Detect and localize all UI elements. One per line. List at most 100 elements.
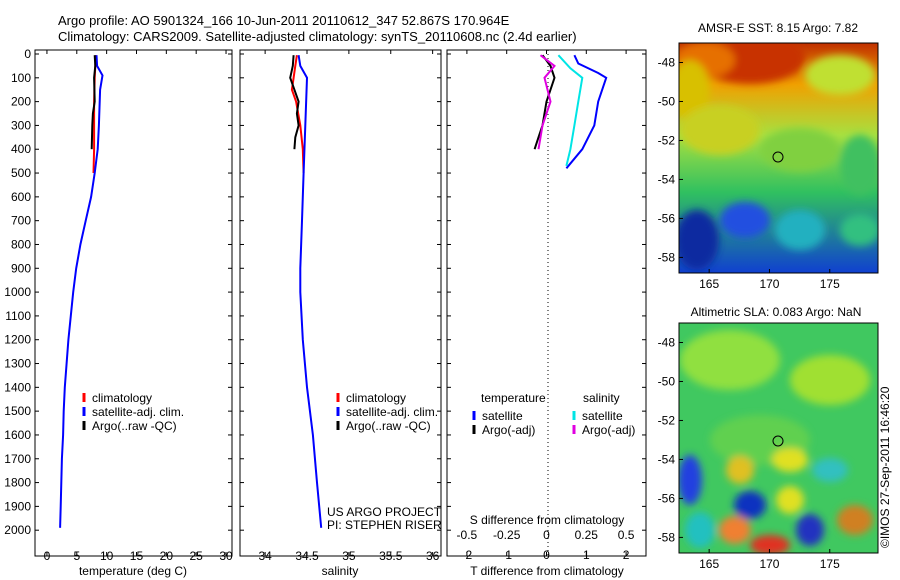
watermark: ©IMOS 27-Sep-2011 16:46:20 — [878, 386, 892, 548]
sst-field — [679, 43, 878, 273]
temperature-ytick-label: 900 — [11, 261, 31, 275]
temperature-legend-label: satellite-adj. clim. — [92, 405, 184, 419]
salinity-series-argo — [289, 55, 300, 150]
sst-ticks-ytick-label: -50 — [658, 94, 676, 108]
temperature-xtick-label: 10 — [100, 549, 114, 563]
temperature-ytick-label: 2000 — [4, 523, 31, 537]
salinity-difference-tick-label: -0.5 — [457, 528, 478, 542]
difference-legend: temperature salinitysatelliteArgo(-adj)sa… — [472, 391, 635, 437]
credit-line-1: US ARGO PROJECT — [327, 505, 442, 519]
legend-salinity-label: satellite — [582, 409, 623, 423]
salinity-series-climatology — [290, 55, 305, 174]
salinity-difference-tick-label: 0 — [543, 528, 550, 542]
salinity-legend-label: Argo(..raw -QC) — [346, 419, 431, 433]
sst-ticks-xtick-label: 165 — [699, 277, 719, 291]
salinity-panel: 34 34.5 35 35.5 36 salinity climatologysatel… — [239, 49, 442, 578]
temperature-ytick-label: 600 — [11, 190, 31, 204]
temperature-axes-box — [34, 49, 233, 557]
temperature-ticks: 0100200300400500600700800900100011001200… — [4, 47, 233, 563]
sla-ticks-xtick-label: 175 — [820, 557, 840, 571]
temperature-ytick-label: 100 — [11, 71, 31, 85]
sla-argo-marker — [772, 435, 784, 447]
temperature-ytick-label: 1000 — [4, 285, 31, 299]
temperature-xtick-label: 20 — [160, 549, 174, 563]
salinity-difference-tick-label: -0.25 — [493, 528, 521, 542]
difference-xtick-label: -2 — [462, 548, 473, 562]
difference-xtick-label: -1 — [501, 548, 512, 562]
temperature-ytick-label: 1900 — [4, 499, 31, 513]
difference-series-satellite — [565, 54, 608, 169]
sla-map-panel: Altimetric SLA: 0.083 Argo: NaN — [658, 305, 879, 571]
sst-argo-marker — [772, 151, 784, 163]
temperature-series-argo — [90, 55, 97, 150]
sst-ticks-xtick-label: 170 — [759, 277, 779, 291]
temperature-ytick-label: 500 — [11, 166, 31, 180]
sst-ticks-ytick-label: -48 — [658, 55, 676, 69]
difference-xlabel: T difference from climatology — [470, 564, 624, 578]
salinity-xlabel: salinity — [322, 564, 359, 578]
temperature-ytick-label: 200 — [11, 95, 31, 109]
temperature-ytick-label: 1700 — [4, 452, 31, 466]
sst-ticks-ytick-label: -56 — [658, 211, 676, 225]
title-line-1: Argo profile: AO 5901324_166 10-Jun-2011… — [58, 13, 510, 28]
salinity-xtick-label: 35 — [342, 549, 356, 563]
sla-map-frame — [678, 322, 879, 554]
legend-salinity-label: Argo(-adj) — [582, 423, 635, 437]
temperature-ytick-label: 1300 — [4, 357, 31, 371]
temperature-ytick-label: 1800 — [4, 476, 31, 490]
sla-map-ticks: 165 170 175 -48 -50 -52 -54 -56 -58 — [658, 335, 840, 571]
salinity-axes-box — [239, 49, 442, 557]
credit-line-2: PI: STEPHEN RISER — [327, 518, 442, 532]
difference-ticks: -2 -1 0 1 2 -0.5 -0.25 0 0.25 0.5 — [447, 50, 646, 562]
salinity-legend-label: climatology — [346, 391, 406, 405]
sst-ticks-ytick-label: -54 — [658, 172, 676, 186]
sst-map-title: AMSR-E SST: 8.15 Argo: 7.82 — [698, 21, 858, 35]
salinity-series-satellite — [297, 55, 323, 528]
sst-map-panel: AMSR-E SST: 8.15 Argo: 7.82 165 170 175 -48… — [658, 21, 879, 291]
salinity-difference-tick-label: 0.5 — [618, 528, 635, 542]
difference-lines — [533, 54, 608, 169]
difference-series-argo_salinity — [537, 54, 556, 150]
sst-map-frame — [678, 42, 879, 274]
sla-field — [679, 323, 878, 553]
legend-temperature-header: temperature — [481, 391, 546, 405]
difference-xlabel-salinity: S difference from climatology — [470, 513, 625, 527]
difference-xtick-label: 2 — [623, 548, 630, 562]
sla-map-title: Altimetric SLA: 0.083 Argo: NaN — [691, 305, 862, 319]
temperature-ytick-label: 800 — [11, 237, 31, 251]
salinity-xtick-label: 36 — [426, 549, 440, 563]
sla-ticks-ytick-label: -58 — [658, 530, 676, 544]
temperature-panel: 0100200300400500600700800900100011001200… — [4, 47, 233, 578]
difference-series-sat_salinity — [557, 54, 584, 167]
sst-ticks-ytick-label: -52 — [658, 133, 676, 147]
difference-axes-box — [446, 49, 647, 557]
salinity-legend-label: satellite-adj. clim. — [346, 405, 438, 419]
salinity-xtick-label: 34.5 — [295, 549, 319, 563]
sla-ticks-xtick-label: 165 — [699, 557, 719, 571]
temperature-ytick-label: 300 — [11, 118, 31, 132]
temperature-legend-label: Argo(..raw -QC) — [92, 419, 177, 433]
salinity-lines — [289, 55, 323, 528]
title-line-2: Climatology: CARS2009. Satellite-adjuste… — [58, 29, 577, 44]
difference-series-argo — [533, 54, 556, 150]
sla-ticks-ytick-label: -50 — [658, 374, 676, 388]
sla-ticks-ytick-label: -52 — [658, 413, 676, 427]
salinity-ticks: 34 34.5 35 35.5 36 — [240, 50, 441, 563]
temperature-xlabel: temperature (deg C) — [79, 564, 187, 578]
difference-xtick-label: 1 — [583, 548, 590, 562]
difference-xtick-label: 0 — [543, 548, 550, 562]
temperature-xtick-label: 25 — [190, 549, 204, 563]
temperature-ytick-label: 1200 — [4, 333, 31, 347]
temperature-ytick-label: 0 — [24, 47, 31, 61]
temperature-ytick-label: 1100 — [5, 309, 31, 323]
salinity-xtick-label: 34 — [258, 549, 272, 563]
legend-temperature-label: satellite — [482, 409, 523, 423]
temperature-series-satellite — [59, 55, 104, 528]
legend-temperature-label: Argo(-adj) — [482, 423, 535, 437]
temperature-ytick-label: 400 — [11, 142, 31, 156]
temperature-xtick-label: 30 — [219, 549, 233, 563]
sla-ticks-ytick-label: -54 — [658, 452, 676, 466]
sst-ticks-ytick-label: -58 — [658, 250, 676, 264]
